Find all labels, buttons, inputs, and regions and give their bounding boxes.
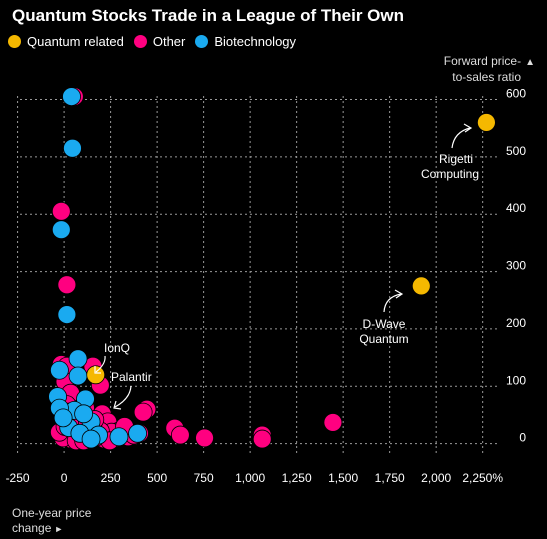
legend-swatch-other [133,35,147,48]
y-tick-label: 500 [506,144,526,158]
x-axis-title: One-year price change ► [12,506,132,537]
data-point-biotechnology [51,220,71,240]
x-tick-label: 0 [61,471,68,485]
annotation-dwave-arrowhead [394,289,404,299]
y-axis-title-line2: to-sales ratio [452,70,521,84]
data-point-biotechnology [74,404,94,424]
x-tick-label: 500 [147,471,167,485]
data-point-other [57,275,77,295]
legend: Quantum related Other Biotechnology [8,34,306,49]
data-point-biotechnology [68,366,88,386]
y-tick-labels: 0 100 200 300 400 500 600 [506,86,526,444]
data-point-biotechnology [109,427,129,447]
annotation-rigetti-arrowhead [463,123,473,133]
x-tick-label: 2,250% [462,471,503,485]
x-tick-label: 1,250 [282,471,312,485]
x-tick-label: 750 [194,471,214,485]
chart-title: Quantum Stocks Trade in a League of Thei… [12,6,405,25]
data-point-biotechnology [128,423,147,443]
annotation-rigetti-arrow [451,127,471,149]
data-point-other [51,201,71,221]
annotation-dwave-line1: D-Wave [363,317,406,331]
data-point-other [323,413,343,432]
annotation-palantir: Palantir [111,370,152,384]
x-tick-label: -250 [6,471,30,485]
data-point-biotechnology [63,138,82,158]
right-arrow-icon: ► [54,524,64,534]
annotation-ionq-arrowhead [94,366,101,374]
x-tick-label: 250 [101,471,121,485]
data-point-quantum-related [86,365,106,385]
data-point-quantum-related [476,113,496,132]
x-axis-title-line2: change [12,521,52,535]
data-point-biotechnology [53,408,73,428]
legend-label-quantum: Quantum related [27,34,124,49]
annotation-palantir-arrow [114,385,132,408]
x-tick-label: 1,750 [375,471,405,485]
legend-item-biotech: Biotechnology [195,34,296,49]
up-arrow-icon: ▲ [525,57,535,68]
y-tick-label: 100 [506,373,526,387]
data-point-quantum-related [411,276,431,296]
annotation-rigetti-line2: Computing [421,167,479,181]
y-tick-label: 600 [506,86,526,100]
data-point-biotechnology [50,360,69,380]
y-tick-label: 300 [506,259,526,273]
legend-swatch-biotech [195,35,209,48]
y-tick-label: 200 [506,316,526,330]
annotation-dwave-line2: Quantum [359,332,408,346]
y-axis-title-line1: Forward price- [443,54,522,68]
annotations: Rigetti Computing D-Wave Quantum IonQ Pa… [94,123,479,410]
legend-swatch-quantum [8,35,21,48]
x-tick-label: 1,000 [235,471,265,485]
data-point-biotechnology [81,429,101,449]
data-point-biotechnology [68,349,88,369]
annotation-ionq-arrow [95,355,106,373]
y-tick-label: 0 [519,431,526,445]
legend-item-quantum: Quantum related [8,34,124,49]
annotation-dwave-arrow [383,293,402,313]
annotation-palantir-arrowhead [113,400,122,410]
x-tick-labels: -250 0 250 500 750 1,000 1,250 1,500 1,750 2,000 2… [6,471,504,485]
annotation-ionq: IonQ [104,341,130,355]
x-axis-title-line1: One-year price [12,506,92,520]
data-point-other [252,429,272,449]
data-point-other [195,428,214,448]
legend-item-other: Other [133,34,186,49]
x-tick-label: 2,000 [421,471,451,485]
data-point-other [133,402,153,422]
data-points [48,87,496,451]
data-point-other [170,425,190,445]
y-axis-title: Forward price- ▲ to-sales ratio [405,54,535,85]
data-point-biotechnology [57,305,77,324]
annotation-rigetti-line1: Rigetti [439,152,473,166]
legend-label-other: Other [152,34,186,49]
x-tick-label: 1,500 [328,471,358,485]
legend-label-biotech: Biotechnology [214,34,297,49]
y-tick-label: 400 [506,201,526,215]
data-point-biotechnology [62,87,81,107]
